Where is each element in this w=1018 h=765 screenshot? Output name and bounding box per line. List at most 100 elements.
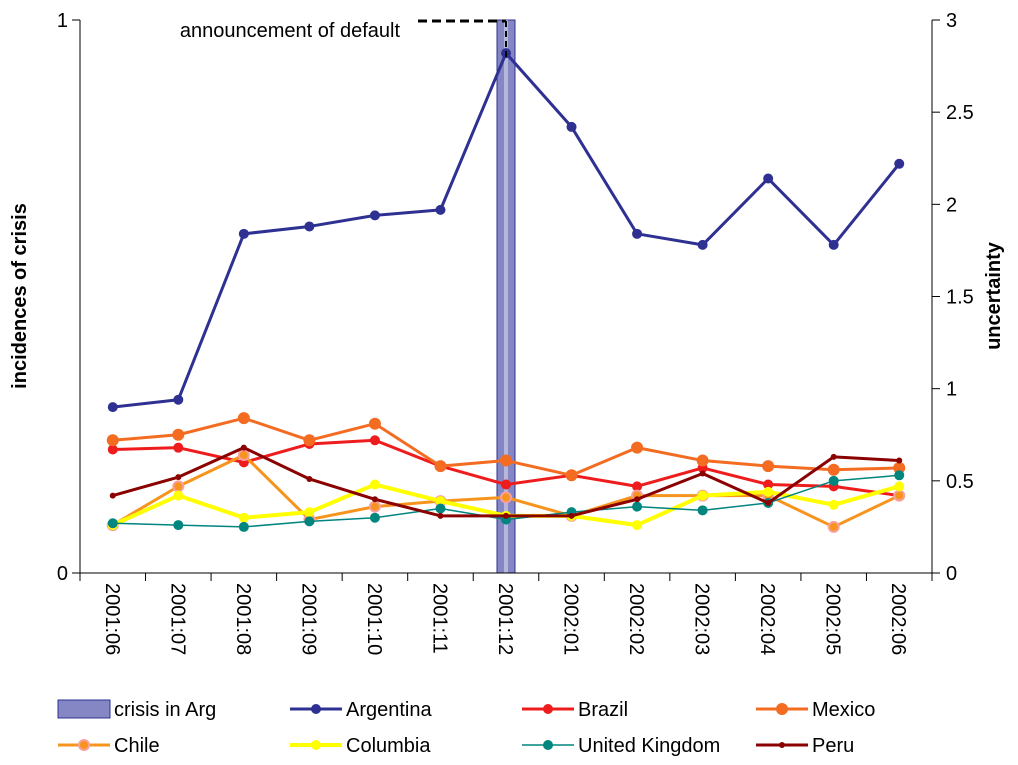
data-point — [632, 520, 643, 531]
legend-swatch-marker — [543, 704, 553, 714]
legend-label: United Kingdom — [578, 735, 720, 757]
data-point — [173, 490, 184, 501]
x-tick-label: 2001:12 — [494, 583, 516, 655]
data-point — [896, 457, 903, 464]
legend-swatch-marker — [311, 740, 321, 750]
data-point — [632, 501, 643, 512]
legend-label: Chile — [114, 735, 160, 757]
data-point — [175, 474, 182, 481]
data-point — [371, 496, 378, 503]
right-axis-title: uncertainty — [983, 241, 1005, 350]
right-tick-label: 2 — [946, 194, 957, 216]
data-point — [173, 520, 184, 531]
data-point — [632, 481, 643, 492]
data-point — [237, 449, 250, 462]
data-point — [568, 512, 575, 519]
data-point — [503, 512, 509, 519]
x-tick-label: 2001:07 — [166, 583, 188, 655]
data-point — [238, 512, 249, 523]
legend-item: Chile — [58, 735, 160, 757]
legend-swatch-marker — [543, 740, 553, 750]
data-point — [173, 442, 184, 453]
legend-item: crisis in Arg — [57, 699, 216, 721]
data-point — [699, 470, 706, 477]
data-point — [368, 417, 381, 430]
data-point — [238, 228, 249, 239]
data-point — [435, 496, 446, 507]
data-point — [369, 210, 380, 221]
data-point — [696, 454, 709, 467]
data-point — [238, 521, 249, 532]
data-point — [634, 496, 641, 503]
data-point — [828, 499, 839, 510]
data-point — [565, 469, 578, 482]
data-point — [369, 512, 380, 523]
data-point — [828, 239, 839, 250]
x-tick-label: 2002:02 — [625, 583, 647, 655]
data-point — [894, 481, 905, 492]
data-point — [566, 121, 577, 132]
data-point — [435, 204, 446, 215]
data-point — [632, 228, 643, 239]
data-point — [369, 479, 380, 490]
data-point — [107, 402, 118, 413]
data-point — [697, 490, 708, 501]
data-point — [368, 500, 381, 513]
right-tick-label: 0.5 — [946, 471, 974, 493]
left-axis-title: incidences of crisis — [9, 203, 31, 389]
right-tick-label: 1.5 — [946, 287, 974, 309]
data-point — [107, 444, 118, 455]
x-tick-label: 2001:11 — [428, 583, 450, 654]
data-point — [828, 475, 839, 486]
data-point — [697, 505, 708, 516]
data-point — [501, 479, 511, 490]
data-point — [435, 503, 446, 514]
data-point — [437, 512, 444, 519]
legend-swatch-marker — [779, 742, 785, 748]
data-point — [894, 470, 905, 481]
data-point — [173, 394, 184, 405]
right-tick-label: 0 — [946, 563, 957, 585]
data-point — [109, 492, 116, 499]
legend-swatch-marker — [311, 704, 321, 714]
legend-item: Mexico — [756, 699, 875, 721]
legend-item: United Kingdom — [522, 735, 720, 757]
legend-label: Brazil — [578, 699, 628, 721]
annotation-label: announcement of default — [180, 20, 401, 42]
data-point — [500, 491, 512, 504]
axes-layer: 0 1 0 0.5 1 1.5 2 2.5 3 2001:06 2001:07 2001:08 2001… — [9, 10, 1005, 655]
legend-swatch-marker — [776, 703, 788, 715]
data-point — [697, 239, 708, 250]
legend-label: Argentina — [346, 699, 432, 721]
data-point — [107, 518, 118, 529]
data-point — [172, 428, 185, 441]
x-tick-label: 2001:10 — [363, 583, 385, 655]
data-point — [763, 479, 774, 490]
data-point — [369, 435, 380, 446]
x-tick-label: 2002:03 — [691, 583, 713, 655]
x-tick-label: 2001:06 — [101, 583, 123, 655]
legend-item: Columbia — [290, 735, 431, 757]
data-point — [893, 489, 906, 502]
right-tick-label: 3 — [946, 10, 957, 32]
data-point — [763, 173, 774, 184]
x-tick-label: 2002:04 — [756, 583, 778, 655]
data-point — [762, 460, 775, 473]
series-peru — [109, 444, 903, 519]
x-tick-label: 2002:01 — [560, 583, 582, 655]
data-point — [434, 460, 447, 473]
data-point — [827, 520, 840, 533]
data-point — [303, 434, 316, 447]
data-point — [240, 444, 247, 451]
legend-item: Brazil — [522, 699, 628, 721]
data-point — [893, 461, 906, 474]
series-mexico — [106, 412, 906, 482]
annotation-layer: announcement of default — [180, 19, 507, 60]
series-layer — [106, 48, 906, 533]
legend-item: Argentina — [290, 699, 432, 721]
data-point — [304, 507, 315, 518]
legend-label: Columbia — [346, 735, 431, 757]
data-point — [304, 221, 315, 232]
x-tick-label: 2001:08 — [232, 583, 254, 655]
